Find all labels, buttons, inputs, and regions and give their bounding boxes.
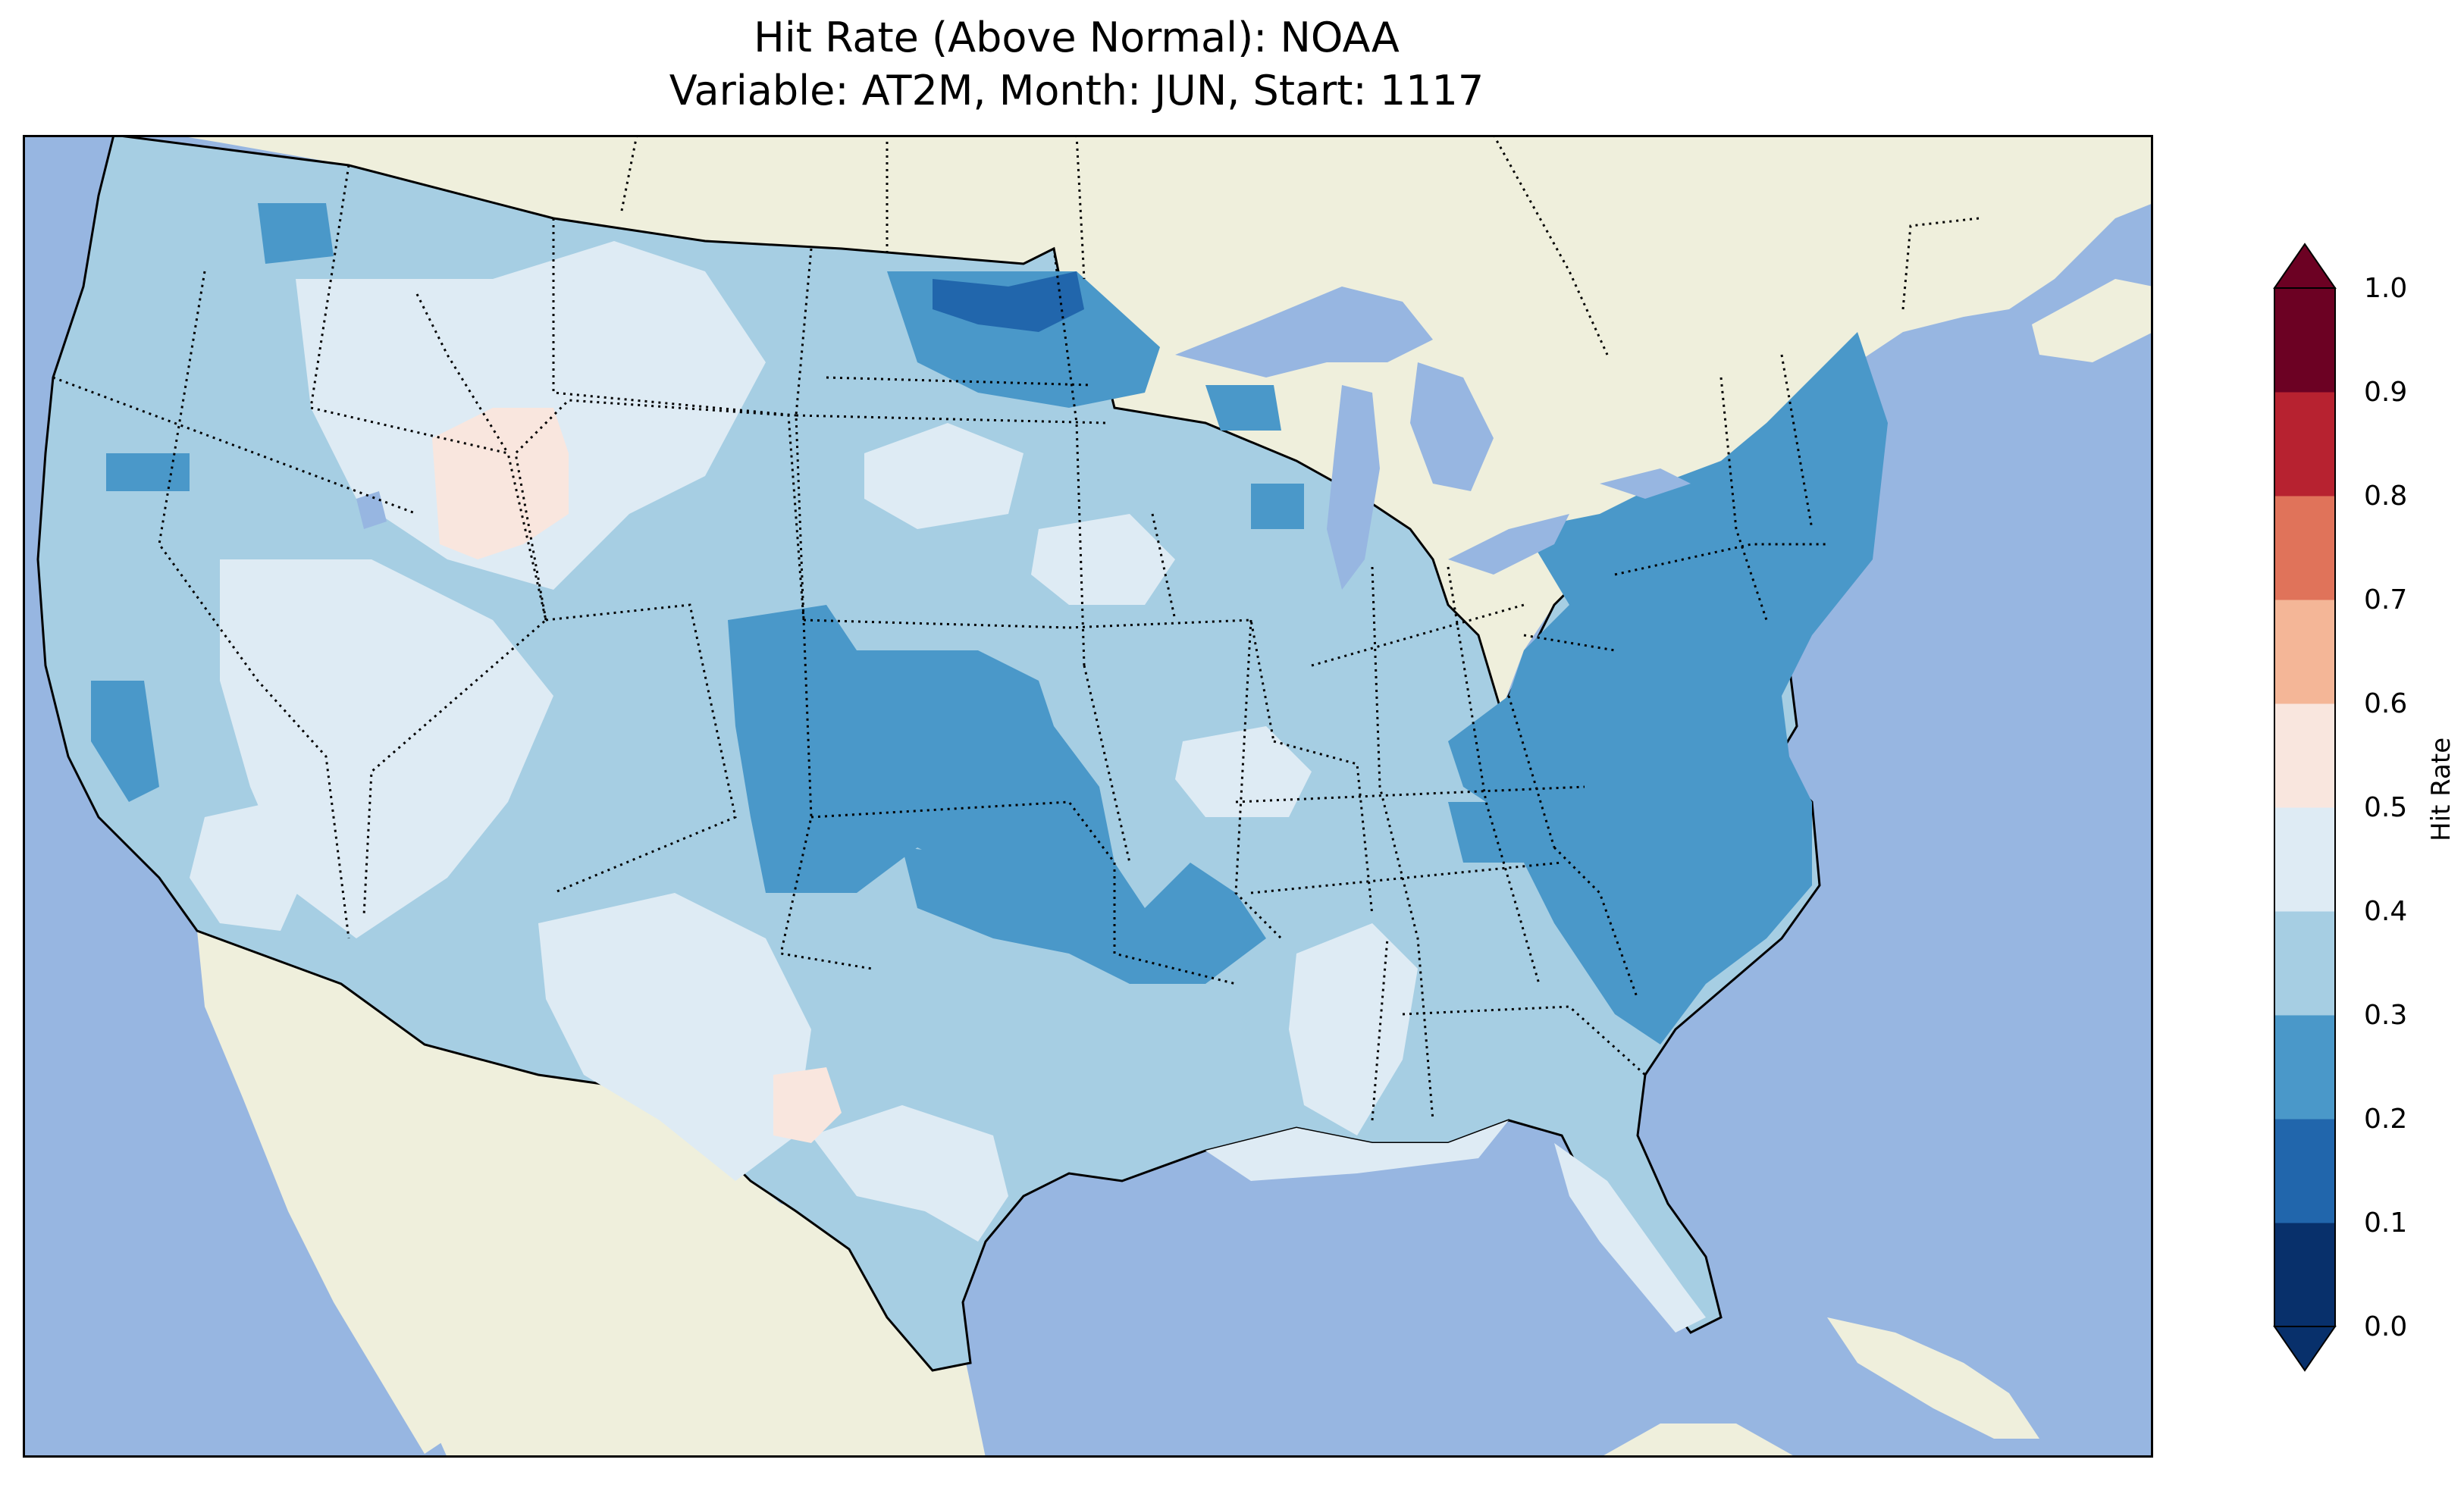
patch-gulf-light xyxy=(1205,1120,1509,1181)
colorbar-bin xyxy=(2274,703,2335,808)
lake-michigan xyxy=(1327,385,1380,590)
lake-erie xyxy=(1448,514,1569,575)
patch-tennessee-mid xyxy=(1448,802,1524,863)
land-cuba xyxy=(1827,1317,2039,1439)
land-nova-scotia xyxy=(2032,279,2153,362)
province-borders xyxy=(620,135,1980,355)
state-borders xyxy=(52,164,1827,1121)
land-canada xyxy=(174,135,2153,711)
colorbar-tick: 0.7 xyxy=(2364,584,2408,615)
patch-east-mid xyxy=(1448,332,1888,1045)
patch-california-mid xyxy=(91,681,159,802)
colorbar-tick: 0.8 xyxy=(2364,481,2408,512)
colorbar-bin xyxy=(2274,1015,2335,1120)
patch-oregon-mid xyxy=(258,203,334,264)
patch-texas-light xyxy=(811,1105,1008,1242)
colorbar-bin xyxy=(2274,1223,2335,1327)
patch-wa-mid xyxy=(106,453,190,491)
patch-central-mid xyxy=(728,605,1114,893)
colorbar-bin xyxy=(2274,288,2335,393)
patch-nm-warm xyxy=(773,1067,842,1143)
land-yucatan xyxy=(1600,1424,1797,1458)
patch-florida-light xyxy=(1554,1143,1706,1333)
patch-nm-light xyxy=(538,893,811,1181)
colorbar-extend-max xyxy=(2273,243,2337,289)
patch-iowa-light xyxy=(1031,514,1175,605)
colorbar-tick: 0.0 xyxy=(2364,1311,2408,1342)
lake-huron xyxy=(1410,362,1494,491)
colorbar-outline xyxy=(2274,287,2336,1327)
colorbar-tick: 0.4 xyxy=(2364,896,2408,927)
hit-rate-map xyxy=(23,135,2153,1458)
colorbar-label: Hit Rate xyxy=(2426,737,2456,841)
patch-nd-dark xyxy=(933,271,1084,332)
colorbar-bin xyxy=(2274,807,2335,912)
colorbar-bin xyxy=(2274,496,2335,600)
colorbar-bin xyxy=(2274,392,2335,496)
patch-wisconsin-mid xyxy=(1205,385,1281,431)
lake-superior xyxy=(1175,287,1433,377)
colorbar-tick: 0.2 xyxy=(2364,1104,2408,1135)
colorbar-bin xyxy=(2274,911,2335,1016)
colorbar-tick: 0.3 xyxy=(2364,1000,2408,1031)
colorbar-tick: 0.1 xyxy=(2364,1207,2408,1239)
patch-idaho-warm xyxy=(432,408,569,559)
patch-nd-light xyxy=(864,423,1024,529)
land-baja xyxy=(197,931,447,1454)
patch-oklahoma-mid xyxy=(902,847,1266,984)
colorbar-bin xyxy=(2274,1119,2335,1223)
colorbar-extend-min xyxy=(2273,1326,2337,1372)
patch-great-basin-light xyxy=(220,559,553,938)
patch-nevada-light xyxy=(190,802,311,931)
chart-title-line1: Hit Rate (Above Normal): NOAA xyxy=(754,14,1400,61)
patch-ms-light xyxy=(1289,923,1418,1135)
map-frame xyxy=(23,135,2153,1458)
colorbar-tick: 0.5 xyxy=(2364,792,2408,823)
lake-ontario xyxy=(1600,468,1691,499)
colorbar-tick: 1.0 xyxy=(2364,273,2408,304)
colorbar xyxy=(2273,243,2337,1372)
colorbar-tick: 0.9 xyxy=(2364,377,2408,408)
chart-title-line2: Variable: AT2M, Month: JUN, Start: 1117 xyxy=(669,67,1484,114)
colorbar-tick: 0.6 xyxy=(2364,688,2408,719)
patch-michigan-mid xyxy=(1251,484,1304,529)
colorbar-bin xyxy=(2274,600,2335,704)
